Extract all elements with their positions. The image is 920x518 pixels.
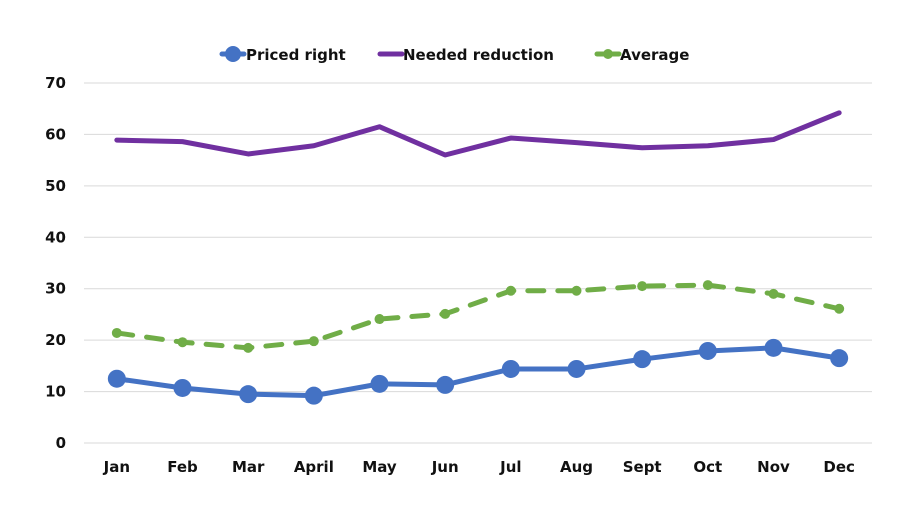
legend-item: Average <box>594 46 689 64</box>
x-tick-label: Feb <box>167 458 198 476</box>
data-point <box>834 303 845 314</box>
data-point <box>440 308 451 319</box>
series-average <box>111 280 845 353</box>
y-tick-label: 60 <box>45 125 66 143</box>
data-point <box>436 375 455 394</box>
series-needed-reduction <box>114 110 842 158</box>
data-point <box>571 285 582 296</box>
x-tick-label: Oct <box>693 458 722 476</box>
data-point <box>239 385 258 404</box>
series-layer <box>107 110 849 405</box>
y-tick-label: 10 <box>45 383 66 401</box>
x-tick-label: May <box>362 458 397 476</box>
y-tick-label: 20 <box>45 331 66 349</box>
series-line <box>114 110 842 158</box>
data-point <box>830 349 849 368</box>
x-tick-label: Jan <box>103 458 130 476</box>
data-point <box>177 337 188 348</box>
x-tick-label: Nov <box>757 458 790 476</box>
x-tick-label: April <box>294 458 334 476</box>
data-point <box>637 281 648 292</box>
data-point <box>698 341 717 360</box>
data-point <box>308 336 319 347</box>
legend-marker <box>225 46 241 62</box>
x-tick-label: Jul <box>499 458 521 476</box>
legend-marker <box>603 49 613 59</box>
y-tick-label: 50 <box>45 177 66 195</box>
data-point <box>304 386 323 405</box>
y-tick-label: 30 <box>45 280 66 298</box>
x-axis-ticks: Jan Feb Mar April May Jun Jul Aug Sept Oct Nov Dec <box>103 458 855 476</box>
data-point <box>111 327 122 338</box>
y-tick-label: 70 <box>45 74 66 92</box>
data-point <box>370 374 389 393</box>
x-tick-label: Mar <box>232 458 265 476</box>
legend: Priced right Needed reduction Average <box>219 46 689 64</box>
x-tick-label: Dec <box>823 458 855 476</box>
data-point <box>764 338 783 357</box>
data-point <box>768 288 779 299</box>
x-tick-label: Aug <box>560 458 593 476</box>
y-tick-label: 40 <box>45 228 66 246</box>
legend-label: Priced right <box>246 46 346 64</box>
legend-label: Average <box>620 46 689 64</box>
y-tick-label: 0 <box>56 434 66 452</box>
data-point <box>374 314 385 325</box>
x-tick-label: Sept <box>623 458 662 476</box>
legend-item: Needed reduction <box>377 46 554 64</box>
data-point <box>505 285 516 296</box>
data-point <box>633 350 652 369</box>
y-axis-ticks: 0 10 20 30 40 50 60 70 <box>45 74 66 452</box>
series-priced-right <box>107 338 849 405</box>
series-line <box>114 282 842 351</box>
legend-item: Priced right <box>219 46 346 64</box>
legend-label: Needed reduction <box>403 46 554 64</box>
data-point <box>107 369 126 388</box>
data-point <box>702 280 713 291</box>
series-line <box>114 345 842 399</box>
data-point <box>501 359 520 378</box>
data-point <box>173 378 192 397</box>
data-point <box>567 359 586 378</box>
data-point <box>243 342 254 353</box>
x-tick-label: Jun <box>431 458 459 476</box>
